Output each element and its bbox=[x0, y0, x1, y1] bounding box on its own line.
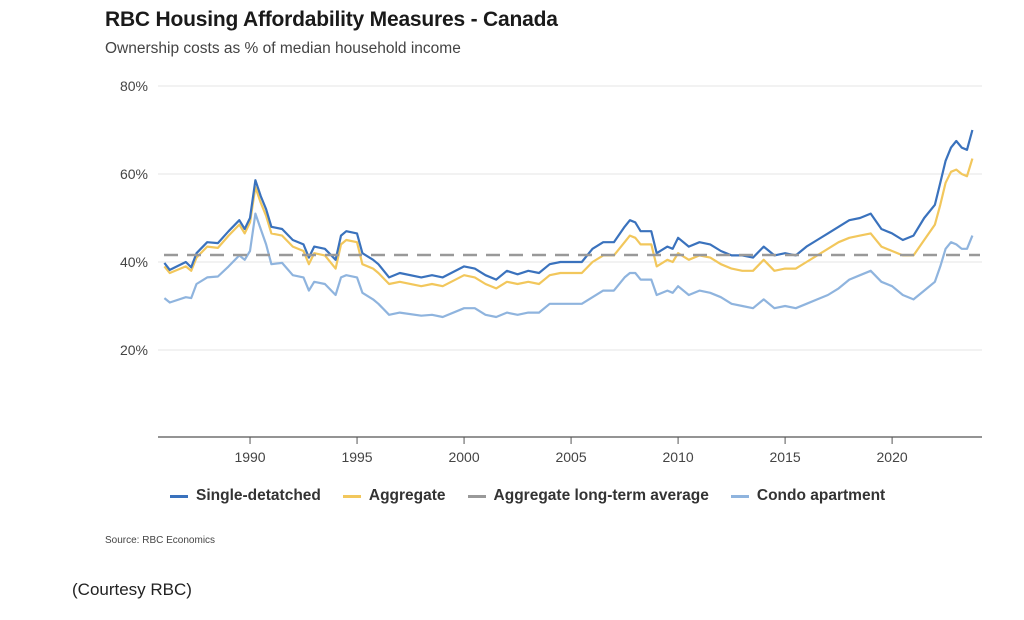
y-axis-ticks: 20% 40% 60% 80% bbox=[120, 78, 148, 358]
chart-subtitle: Ownership costs as % of median household… bbox=[105, 40, 461, 57]
legend-label: Condo apartment bbox=[756, 487, 886, 504]
line-chart: 20% 40% 60% 80% 1990 1995 2000 2005 2010 2015 202… bbox=[120, 78, 982, 465]
series-lines bbox=[163, 129, 980, 319]
legend-item-single-detached[interactable]: Single-detatched bbox=[170, 487, 321, 505]
x-tick-label: 2020 bbox=[877, 449, 908, 465]
legend-label: Aggregate bbox=[368, 487, 446, 504]
y-tick-label: 20% bbox=[120, 342, 148, 358]
legend-swatch-aggregate bbox=[342, 494, 361, 498]
chart-title: RBC Housing Affordability Measures - Can… bbox=[105, 8, 558, 31]
series-aggregate bbox=[163, 158, 974, 290]
x-tick-label: 1990 bbox=[234, 449, 265, 465]
x-tick-label: 1995 bbox=[341, 449, 372, 465]
legend-item-condo[interactable]: Condo apartment bbox=[730, 487, 886, 505]
legend: Single-detatched Aggregate Aggregate lon… bbox=[170, 487, 907, 505]
legend-swatch-condo bbox=[730, 494, 749, 498]
y-tick-label: 60% bbox=[120, 166, 148, 182]
courtesy-caption: (Courtesy RBC) bbox=[72, 580, 192, 599]
series-condo-apartment bbox=[163, 212, 974, 319]
legend-item-long-term-average[interactable]: Aggregate long-term average bbox=[467, 487, 709, 505]
source-note: Source: RBC Economics bbox=[105, 535, 216, 546]
legend-item-aggregate[interactable]: Aggregate bbox=[342, 487, 446, 505]
x-tick-label: 2000 bbox=[448, 449, 479, 465]
x-tick-label: 2005 bbox=[555, 449, 586, 465]
legend-swatch-long-term-average bbox=[467, 494, 486, 498]
series-single-detached bbox=[163, 129, 974, 281]
x-tick-label: 2015 bbox=[770, 449, 801, 465]
legend-label: Single-detatched bbox=[196, 487, 321, 504]
x-axis-ticks: 1990 1995 2000 2005 2010 2015 2020 bbox=[234, 437, 908, 465]
gridlines bbox=[158, 85, 982, 351]
x-tick-label: 2010 bbox=[663, 449, 694, 465]
y-tick-label: 40% bbox=[120, 254, 148, 270]
legend-swatch-single-detached bbox=[170, 494, 188, 498]
y-tick-label: 80% bbox=[120, 78, 148, 94]
legend-label: Aggregate long-term average bbox=[493, 487, 709, 504]
